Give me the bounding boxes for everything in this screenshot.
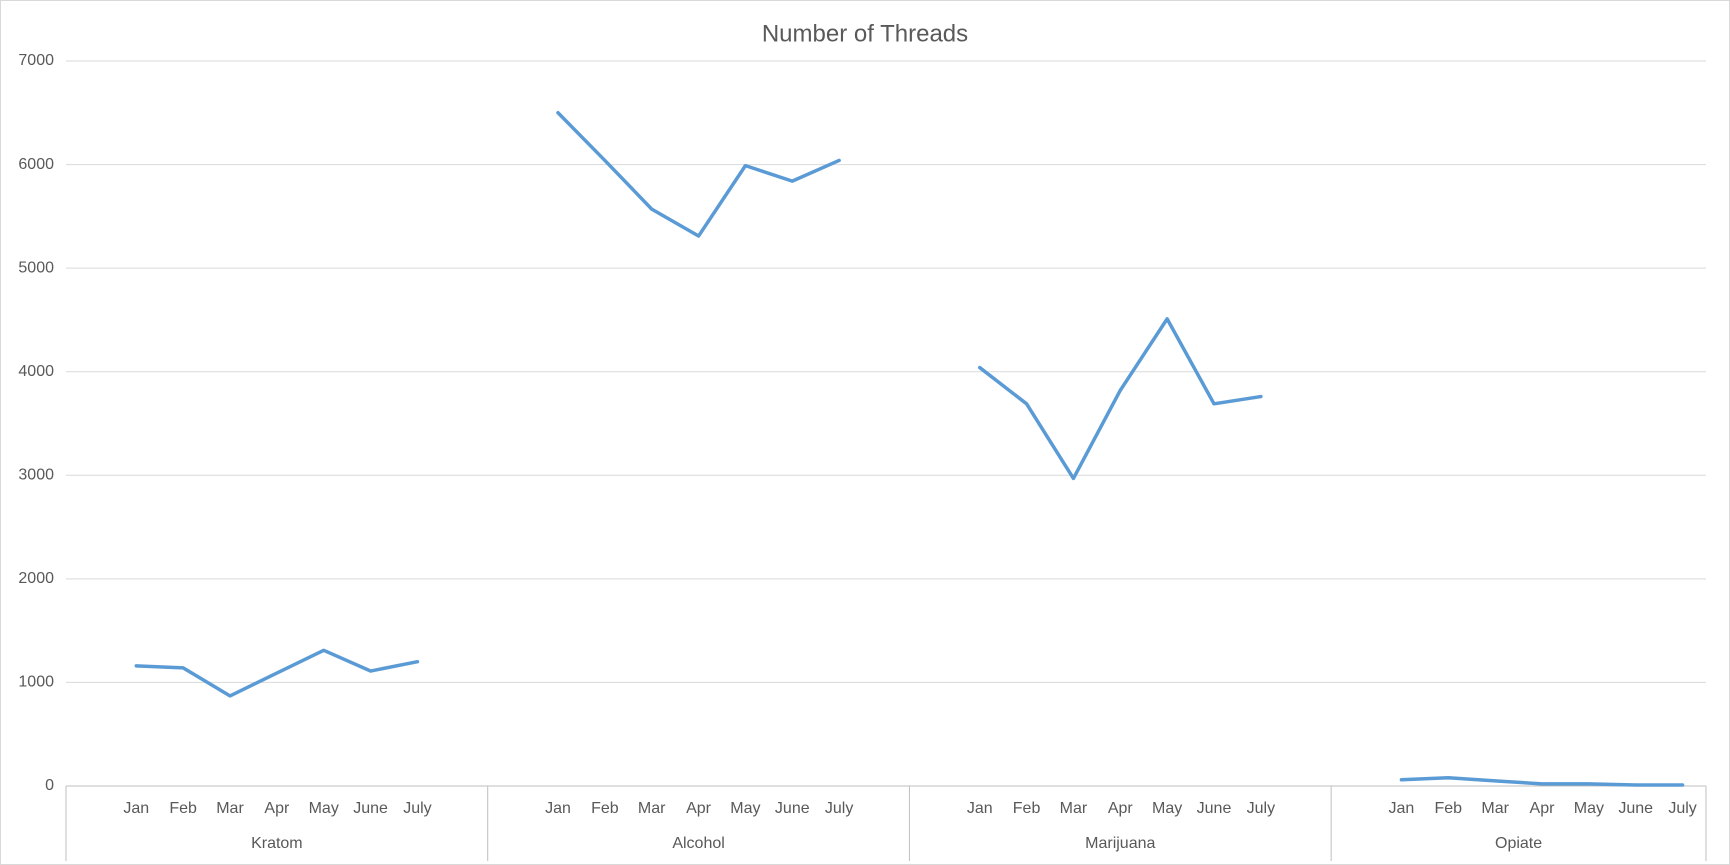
y-tick-label: 6000 bbox=[18, 156, 54, 173]
x-tick-label: Jan bbox=[1389, 800, 1415, 817]
x-tick-label: Feb bbox=[591, 800, 619, 817]
line-series bbox=[977, 317, 1263, 481]
group-label: Alcohol bbox=[672, 835, 724, 852]
x-tick-label: July bbox=[1247, 800, 1275, 817]
x-tick-label: June bbox=[1197, 800, 1232, 817]
x-tick-label: May bbox=[730, 800, 760, 817]
line-series bbox=[1399, 775, 1685, 787]
x-tick-label: Jan bbox=[545, 800, 571, 817]
group-label: Kratom bbox=[251, 835, 303, 852]
x-tick-label: May bbox=[1152, 800, 1182, 817]
x-tick-label: Jan bbox=[967, 800, 993, 817]
group-label: Marijuana bbox=[1085, 835, 1155, 852]
y-tick-label: 0 bbox=[45, 777, 54, 794]
y-tick-label: 3000 bbox=[18, 467, 54, 484]
x-tick-label: June bbox=[775, 800, 810, 817]
x-tick-label: Apr bbox=[1108, 800, 1134, 817]
y-tick-label: 2000 bbox=[18, 570, 54, 587]
x-tick-label: Apr bbox=[686, 800, 712, 817]
y-tick-label: 4000 bbox=[18, 363, 54, 380]
x-tick-label: Mar bbox=[1481, 800, 1509, 817]
x-tick-label: May bbox=[309, 800, 339, 817]
y-tick-label: 5000 bbox=[18, 259, 54, 276]
x-tick-label: Mar bbox=[216, 800, 244, 817]
x-tick-label: May bbox=[1574, 800, 1604, 817]
x-tick-label: Mar bbox=[638, 800, 666, 817]
x-tick-label: Apr bbox=[264, 800, 290, 817]
x-tick-label: Jan bbox=[123, 800, 149, 817]
x-tick-label: Feb bbox=[1013, 800, 1041, 817]
x-tick-label: July bbox=[403, 800, 431, 817]
x-tick-label: Feb bbox=[1434, 800, 1462, 817]
x-tick-label: July bbox=[1668, 800, 1696, 817]
chart-title: Number of Threads bbox=[762, 20, 968, 47]
y-tick-label: 1000 bbox=[18, 674, 54, 691]
y-tick-label: 7000 bbox=[18, 52, 54, 69]
x-tick-label: Mar bbox=[1060, 800, 1088, 817]
x-tick-label: July bbox=[825, 800, 853, 817]
x-tick-label: June bbox=[353, 800, 388, 817]
x-tick-label: Apr bbox=[1530, 800, 1556, 817]
line-series bbox=[556, 111, 841, 238]
x-tick-label: Feb bbox=[169, 800, 197, 817]
x-tick-label: June bbox=[1618, 800, 1653, 817]
group-label: Opiate bbox=[1495, 835, 1542, 852]
line-series bbox=[134, 648, 420, 698]
